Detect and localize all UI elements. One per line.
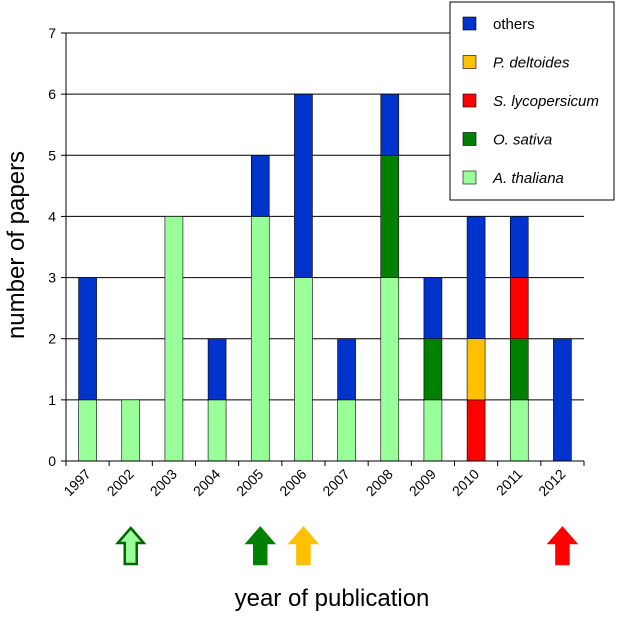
bar-2009-a-thaliana (423, 399, 443, 462)
x-tick-label-2002: 2002 (104, 466, 137, 499)
x-tick-label-2006: 2006 (276, 466, 309, 499)
x-tick-label-2007: 2007 (319, 466, 352, 499)
bar-2006-a-thaliana (294, 277, 313, 462)
x-tick-label-2003: 2003 (147, 466, 180, 499)
legend-box (449, 1, 615, 201)
legend-swatch-others (462, 16, 477, 31)
legend-swatch-s-lycopersicum (462, 93, 477, 108)
legend-swatch-o-sativa (462, 132, 477, 146)
bar-2009-o-sativa (423, 338, 443, 401)
x-tick-label-2009: 2009 (406, 466, 439, 499)
legend-label-others: others (493, 16, 535, 33)
x-tick-label-2008: 2008 (363, 466, 396, 499)
bar-2002-a-thaliana (121, 399, 141, 462)
y-axis-title: number of papers (3, 151, 30, 339)
bar-2011-others (509, 216, 529, 278)
bar-2007-a-thaliana (337, 399, 356, 462)
bar-2012-others (553, 338, 572, 462)
bar-2005-a-thaliana (250, 216, 270, 462)
bar-2010-p-deltoides (466, 338, 486, 401)
legend-swatch-a-thaliana (462, 170, 477, 185)
x-tick-label-2011: 2011 (493, 466, 526, 499)
x-tick-label-2010: 2010 (449, 466, 482, 499)
bar-2011-a-thaliana (509, 399, 529, 462)
bar-2009-others (423, 277, 443, 340)
y-tick-label-5: 5 (48, 147, 56, 163)
x-axis-title: year of publication (235, 585, 430, 612)
bar-2011-o-sativa (509, 338, 529, 401)
x-tick-labels: 1997 2002 2003 2004 2005 2006 2007 2008 2009 2010… (60, 466, 568, 499)
bars (78, 93, 572, 462)
bar-2011-s-lycopersicum (509, 277, 529, 340)
bar-2008-o-sativa (380, 154, 400, 278)
y-tick-label-6: 6 (48, 86, 56, 102)
x-tick-label-2005: 2005 (233, 466, 266, 499)
bar-2010-others (466, 216, 486, 340)
bar-2008-a-thaliana (380, 277, 400, 462)
legend: others P. deltoides S. lycopersicum O. sati… (449, 1, 615, 201)
y-tick-labels: 0 1 2 3 4 5 6 7 (48, 25, 56, 469)
y-tick-label-7: 7 (48, 25, 56, 41)
legend-swatch-p-deltoides (462, 55, 477, 69)
bar-2004-a-thaliana (207, 399, 227, 462)
y-tick-label-1: 1 (48, 392, 56, 408)
up-arrow-icon-2005 (244, 526, 276, 566)
y-tick-label-0: 0 (48, 453, 56, 469)
legend-label-s-lycopersicum: S. lycopersicum (493, 93, 599, 110)
legend-label-a-thaliana: A. thaliana (492, 170, 564, 187)
up-arrow-icon-2002 (115, 526, 147, 566)
y-tick-label-2: 2 (48, 331, 56, 347)
bar-2004-others (207, 338, 227, 401)
legend-label-o-sativa: O. sativa (493, 132, 552, 149)
bar-1997-a-thaliana (78, 399, 97, 462)
legend-label-p-deltoides: P. deltoides (493, 55, 570, 72)
x-tick-label-2004: 2004 (190, 466, 223, 499)
x-tick-label-2012: 2012 (535, 466, 568, 499)
bar-1997-others (78, 277, 97, 401)
y-tick-label-3: 3 (48, 270, 56, 286)
bar-2010-s-lycopersicum (466, 399, 486, 462)
bar-2003-a-thaliana (164, 216, 184, 462)
year-markers (115, 526, 579, 566)
bar-2006-others (294, 93, 313, 278)
bar-2007-others (337, 338, 356, 401)
up-arrow-icon-2006 (287, 526, 320, 566)
up-arrow-icon-2012 (546, 526, 579, 566)
y-tick-label-4: 4 (48, 208, 56, 224)
x-tick-label-1997: 1997 (60, 466, 93, 499)
bar-2008-others (380, 93, 400, 156)
bar-2005-others (250, 154, 270, 217)
